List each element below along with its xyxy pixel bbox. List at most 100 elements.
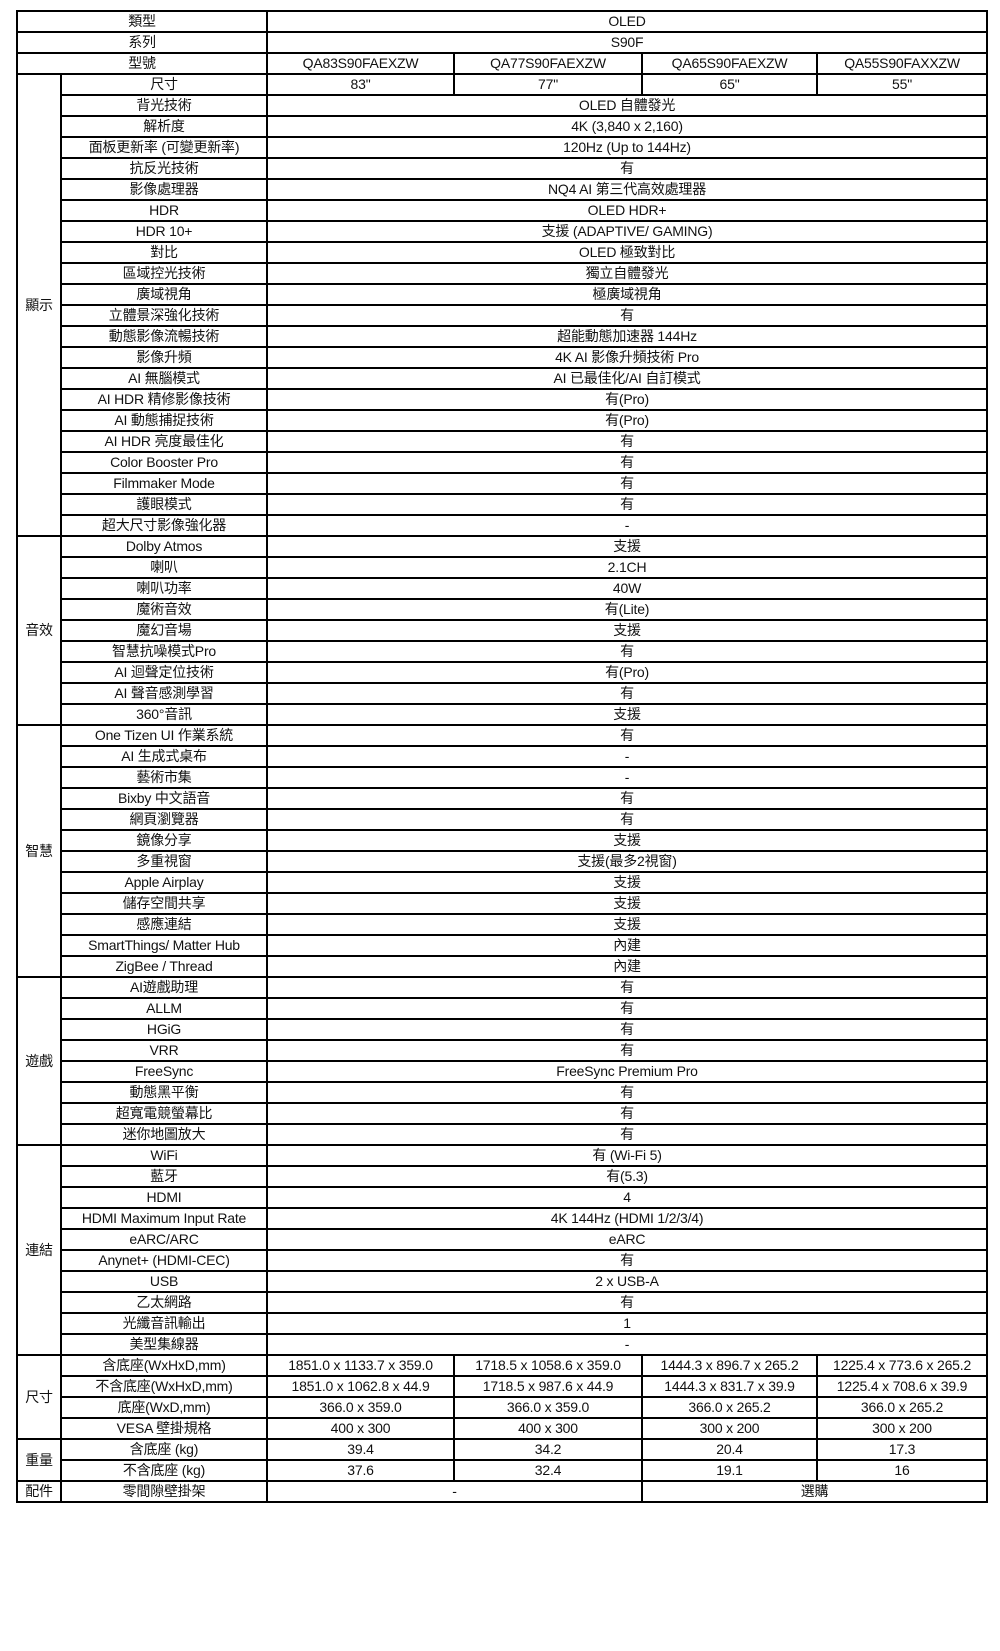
row-label: 系列 [15, 31, 269, 54]
row-label: 零間隙壁掛架 [59, 1480, 269, 1503]
table-row: 超寬電競螢幕比有 [17, 1102, 989, 1125]
row-label: 美型集線器 [59, 1333, 269, 1356]
table-row: 尺寸 含底座(WxHxD,mm) 1851.0 x 1133.7 x 359.0 17… [16, 1354, 989, 1440]
category-cell: 配件 [16, 1480, 62, 1503]
table-row: 智慧抗噪模式Pro 有 [17, 640, 989, 663]
value-cell: 支援 [266, 829, 989, 852]
value-cell: 支援 [266, 535, 989, 558]
value-cell: 1718.5 x 987.6 x 44.9 [453, 1375, 644, 1398]
row-label: VESA 壁掛規格 [59, 1417, 269, 1440]
value-cell: 17.3 [816, 1438, 989, 1461]
table-row: HDMI Maximum Input Rate 4K 144Hz (HDMI 1/… [17, 1207, 989, 1230]
value-cell: 4 [266, 1186, 989, 1209]
table-row: SmartThings/ Matter Hub 內建 [17, 934, 989, 957]
value-cell: 1851.0 x 1062.8 x 44.9 [266, 1375, 456, 1398]
category-cell: 尺寸 [16, 1354, 62, 1440]
value-cell: eARC [266, 1228, 989, 1251]
row-label: ALLM [59, 997, 269, 1020]
table-row: Filmmaker Mode 有 [17, 472, 989, 495]
row-label: 魔術音效 [59, 598, 269, 621]
value-cell: 有 [266, 157, 989, 180]
table-row: 影像升頻 4K AI 影像升頻技術 Pro [17, 346, 989, 369]
row-label: Dolby Atmos [59, 535, 269, 558]
table-row: eARC/ARC eARC [17, 1228, 989, 1251]
row-label: 尺寸 [59, 73, 269, 96]
table-row: 重量 含底座 (kg) 39.4 34.2 20.4 17.3 [16, 1438, 989, 1482]
row-label: 含底座 (kg) [59, 1438, 269, 1461]
table-row: 區域控光技術 獨立自體發光 [17, 262, 989, 285]
row-label: 儲存空間共享 [59, 892, 269, 915]
row-label: AI 聲音感測學習 [59, 682, 269, 705]
category-cell: 顯示 [16, 73, 62, 537]
value-cell: 有(Pro) [266, 388, 989, 411]
row-label: One Tizen UI 作業系統 [59, 724, 269, 747]
value-cell: 有 [266, 493, 989, 516]
value-cell: 400 x 300 [453, 1417, 644, 1440]
model-cell: QA77S90FAEXZW [453, 52, 644, 75]
value-cell: 內建 [266, 934, 989, 957]
table-row: 解析度 4K (3,840 x 2,160) [17, 115, 989, 138]
table-row: 感應連結 支援 [17, 913, 989, 936]
table-row: 鏡像分享 支援 [17, 829, 989, 852]
row-label: 迷你地圖放大 [59, 1123, 269, 1146]
value-cell: 有 [266, 1039, 989, 1062]
value-cell: 支援(最多2視窗) [266, 850, 989, 873]
table-row: 儲存空間共享 支援 [17, 892, 989, 915]
row-label: 喇叭 [59, 556, 269, 579]
value-cell: 1718.5 x 1058.6 x 359.0 [453, 1354, 644, 1377]
table-row: 360°音訊 支援 [17, 703, 989, 726]
value-cell: 4K (3,840 x 2,160) [266, 115, 989, 138]
table-row: 不含底座(WxHxD,mm) 1851.0 x 1062.8 x 44.9 1718… [17, 1375, 989, 1398]
value-cell: 超能動態加速器 144Hz [266, 325, 989, 348]
row-label: ZigBee / Thread [59, 955, 269, 978]
value-cell: 1851.0 x 1133.7 x 359.0 [266, 1354, 456, 1377]
value-cell: 有 [266, 1102, 989, 1125]
model-cell: QA83S90FAEXZW [266, 52, 456, 75]
table-row: AI 動態捕捉技術 有(Pro) [17, 409, 989, 432]
table-row: Apple Airplay 支援 [17, 871, 989, 894]
value-cell: - [266, 1333, 989, 1356]
table-row: 多重視窗 支援(最多2視窗) [17, 850, 989, 873]
value-cell: 55" [816, 73, 989, 96]
row-label: 動態黑平衡 [59, 1081, 269, 1104]
table-row: ALLM 有 [17, 997, 989, 1020]
row-label: AI遊戲助理 [59, 976, 269, 999]
value-cell: 400 x 300 [266, 1417, 456, 1440]
category-cell: 音效 [16, 535, 62, 726]
table-row: AI 聲音感測學習有 [17, 682, 989, 705]
table-row: 不含底座 (kg) 37.6 32.4 19.1 16 [17, 1459, 989, 1482]
row-label: AI 生成式桌布 [59, 745, 269, 768]
row-label: 類型 [15, 10, 269, 33]
table-row: 配件 零間隙壁掛架 - 選購 [16, 1480, 989, 1503]
value-cell: 20.4 [641, 1438, 819, 1461]
table-row: AI 生成式桌布 - [17, 745, 989, 768]
table-row: HDR OLED HDR+ [17, 199, 989, 222]
row-label: 360°音訊 [59, 703, 269, 726]
row-label: 抗反光技術 [59, 157, 269, 180]
table-row: VESA 壁掛規格 400 x 300 400 x 300 300 x 200 300 … [17, 1417, 989, 1440]
value-cell: 120Hz (Up to 144Hz) [266, 136, 989, 159]
table-row: 喇叭功率 40W [17, 577, 989, 600]
value-cell: OLED HDR+ [266, 199, 989, 222]
table-row: AI 無腦模式 AI 已最佳化/AI 自訂模式 [17, 367, 989, 390]
row-label: HDMI [59, 1186, 269, 1209]
row-value: S90F [266, 31, 989, 54]
value-cell: 有 (Wi-Fi 5) [266, 1144, 989, 1167]
table-row: 智慧 One Tizen UI 作業系統有 [16, 724, 989, 978]
row-label: 解析度 [59, 115, 269, 138]
table-row: 護眼模式有 [17, 493, 989, 516]
row-label: USB [59, 1270, 269, 1293]
table-row: VRR 有 [17, 1039, 989, 1062]
row-label: 乙太網路 [59, 1291, 269, 1314]
value-cell: 83" [266, 73, 456, 96]
table-row: 背光技術 OLED 自體發光 [17, 94, 989, 117]
table-row: FreeSync FreeSync Premium Pro [17, 1060, 989, 1083]
value-cell: OLED 自體發光 [266, 94, 989, 117]
row-label: HDMI Maximum Input Rate [59, 1207, 269, 1230]
category-cell: 重量 [16, 1438, 62, 1482]
value-cell: - [266, 745, 989, 768]
table-row: 迷你地圖放大有 [17, 1123, 989, 1146]
row-label: FreeSync [59, 1060, 269, 1083]
row-label: 護眼模式 [59, 493, 269, 516]
table-row: 光纖音訊輸出 1 [17, 1312, 989, 1335]
